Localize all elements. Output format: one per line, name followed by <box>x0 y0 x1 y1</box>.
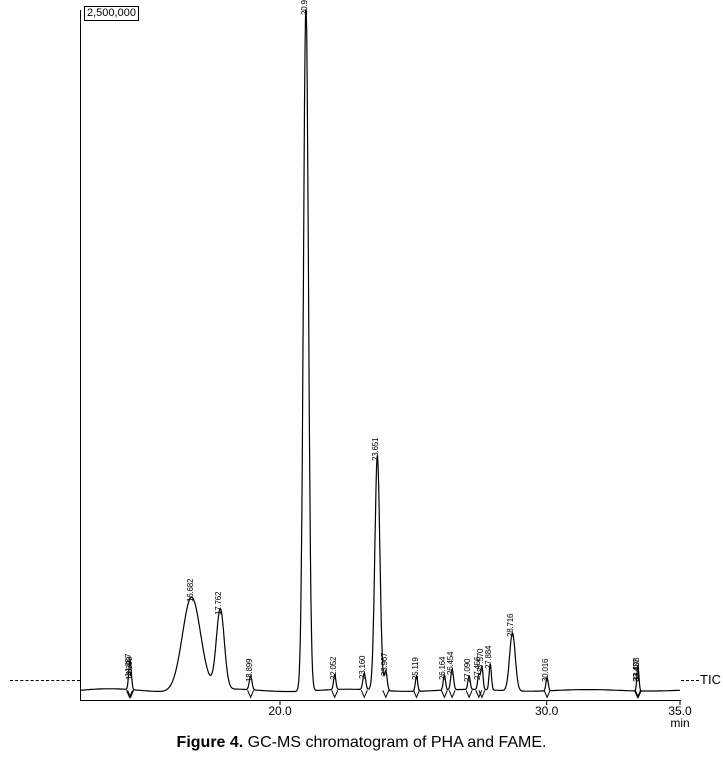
peak-label: 22.052 <box>329 657 338 680</box>
peak-label: 26.454 <box>446 651 455 674</box>
x-axis-unit: min <box>670 716 689 730</box>
peak-label: 27.884 <box>484 646 493 669</box>
figure-caption: Figure 4. GC-MS chromatogram of PHA and … <box>0 734 723 752</box>
x-tick-label: 30.0 <box>535 704 558 718</box>
peak-label: 14.399 <box>125 657 134 680</box>
peak-label: 18.899 <box>245 658 254 681</box>
peak-label: 33.437 <box>632 658 641 681</box>
x-tick-label: 20.0 <box>268 704 291 718</box>
peak-label: 27.090 <box>463 658 472 681</box>
peak-label: 23.160 <box>358 655 367 678</box>
peak-label: 25.119 <box>411 657 420 680</box>
caption-text: GC-MS chromatogram of PHA and FAME. <box>243 734 546 751</box>
peak-label: 30.016 <box>541 659 550 682</box>
peak-label: 23.967 <box>380 653 389 676</box>
peak-label: 23.651 <box>371 437 380 460</box>
peak-label: 28.716 <box>506 614 515 637</box>
peak-label: 16.682 <box>186 578 195 601</box>
chromatogram-svg <box>0 0 723 759</box>
caption-prefix: Figure 4. <box>177 734 244 751</box>
peak-label: 17.762 <box>214 592 223 615</box>
peak-label: 20.973 <box>300 0 309 15</box>
